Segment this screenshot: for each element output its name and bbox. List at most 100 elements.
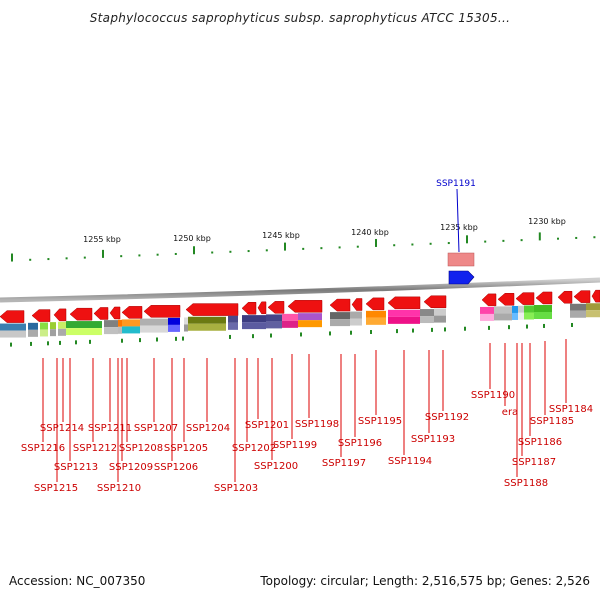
leader-lines bbox=[42, 339, 567, 482]
ruler-ticks bbox=[11, 232, 596, 262]
feature-block bbox=[350, 311, 362, 319]
gene-label: SSP1203 bbox=[214, 483, 258, 494]
gene-arrow bbox=[287, 300, 323, 313]
feature-block bbox=[40, 329, 48, 337]
gene-label: SSP1190 bbox=[471, 390, 515, 401]
accession-text: Accession: NC_007350 bbox=[9, 574, 146, 588]
gene-label: SSP1205 bbox=[164, 443, 208, 454]
feature-block bbox=[228, 315, 238, 323]
feature-block bbox=[518, 312, 524, 320]
feature-block bbox=[570, 310, 586, 318]
feature-block bbox=[282, 313, 298, 321]
gene-label: SSP1210 bbox=[97, 483, 141, 494]
feature-block bbox=[350, 318, 362, 326]
gene-arrow bbox=[121, 306, 143, 319]
ruler-label: 1245 kbp bbox=[262, 231, 300, 240]
feature-block bbox=[282, 320, 298, 328]
gene-label: SSP1193 bbox=[411, 434, 455, 445]
gene-label: SSP1199 bbox=[273, 440, 317, 451]
feature-block bbox=[168, 324, 180, 332]
gene-label: SSP1206 bbox=[154, 462, 198, 473]
gene-label: SSP1188 bbox=[504, 478, 548, 489]
feature-block bbox=[140, 325, 168, 333]
gene-arrow bbox=[573, 290, 591, 303]
feature-block bbox=[0, 330, 26, 338]
ruler-label: 1240 kbp bbox=[351, 228, 389, 237]
feature-block bbox=[122, 319, 140, 327]
gene-arrow bbox=[93, 307, 109, 320]
feature-block bbox=[0, 323, 26, 331]
gene-arrow bbox=[0, 310, 25, 323]
feature-block bbox=[586, 303, 600, 311]
feature-block bbox=[494, 306, 512, 314]
gene-label: SSP1207 bbox=[134, 423, 178, 434]
feature-block bbox=[524, 305, 534, 313]
feature-block bbox=[50, 322, 56, 330]
feature-block bbox=[388, 316, 420, 324]
gene-arrow bbox=[143, 305, 181, 318]
gene-label: SSP1185 bbox=[530, 416, 574, 427]
feature-block bbox=[366, 310, 386, 318]
highlighted-gene-group[interactable]: SSP1191 bbox=[436, 179, 476, 285]
feature-block bbox=[242, 322, 266, 330]
feature-block bbox=[184, 317, 188, 325]
ruler-labels: 1255 kbp 1250 kbp 1245 kbp 1240 kbp 1235 kbp… bbox=[83, 217, 566, 244]
gene-arrow bbox=[387, 296, 421, 310]
feature-block bbox=[58, 328, 66, 336]
feature-block bbox=[188, 316, 226, 324]
feature-block bbox=[298, 320, 322, 328]
gene-label: SSP1215 bbox=[34, 483, 78, 494]
feature-block bbox=[40, 322, 48, 330]
feature-block bbox=[188, 323, 226, 331]
gene-arrow bbox=[109, 306, 121, 320]
gene-label: SSP1200 bbox=[254, 461, 298, 472]
feature-block bbox=[480, 306, 494, 314]
gene-label: SSP1196 bbox=[338, 438, 382, 449]
gene-arrow bbox=[31, 309, 51, 322]
feature-block bbox=[58, 321, 66, 329]
lower-ticks bbox=[10, 322, 573, 347]
gene-arrow bbox=[481, 293, 497, 307]
highlighted-gene-arrow bbox=[448, 270, 475, 285]
feature-block bbox=[104, 327, 118, 335]
gene-label: SSP1198 bbox=[295, 419, 339, 430]
gene-label: SSP1213 bbox=[54, 462, 98, 473]
feature-block bbox=[480, 313, 494, 321]
feature-block bbox=[50, 329, 56, 337]
feature-block bbox=[434, 308, 446, 316]
feature-block bbox=[512, 312, 518, 320]
feature-block bbox=[228, 322, 238, 330]
gene-label: SSP1184 bbox=[549, 404, 593, 415]
gene-label: SSP1216 bbox=[21, 443, 65, 454]
feature-block bbox=[140, 318, 168, 326]
genome-backbone bbox=[0, 277, 600, 303]
gene-arrow bbox=[329, 298, 351, 312]
gene-label: SSP1197 bbox=[322, 458, 366, 469]
feature-block bbox=[512, 305, 518, 313]
gene-label: SSP1211 bbox=[88, 423, 132, 434]
feature-block bbox=[28, 329, 38, 337]
topology-text: Topology: circular; Length: 2,516,575 bp… bbox=[260, 574, 590, 588]
feature-block bbox=[434, 315, 446, 323]
feature-block bbox=[586, 310, 600, 318]
ruler-label: 1250 kbp bbox=[173, 234, 211, 243]
gene-arrow bbox=[515, 292, 535, 305]
highlighted-gene-label: SSP1191 bbox=[436, 179, 476, 189]
gene-label: SSP1194 bbox=[388, 456, 432, 467]
gene-arrow bbox=[185, 303, 239, 316]
feature-block bbox=[66, 328, 102, 336]
gene-label: SSP1208 bbox=[119, 443, 163, 454]
feature-block bbox=[330, 312, 350, 320]
feature-block bbox=[266, 314, 282, 322]
gene-label: era bbox=[502, 407, 518, 418]
gene-arrow bbox=[423, 295, 447, 309]
gene-label: SSP1212 bbox=[73, 443, 117, 454]
map-title: Staphylococcus saprophyticus subsp. sapr… bbox=[89, 11, 511, 25]
feature-block bbox=[266, 321, 282, 329]
feature-block bbox=[330, 319, 350, 327]
feature-block bbox=[494, 313, 512, 321]
feature-block bbox=[28, 322, 38, 330]
feature-block bbox=[534, 304, 552, 312]
gene-arrow bbox=[365, 297, 385, 311]
